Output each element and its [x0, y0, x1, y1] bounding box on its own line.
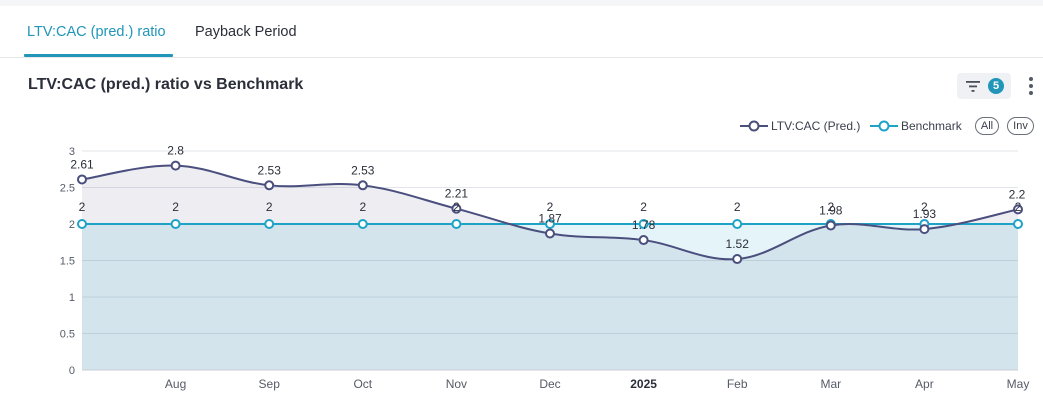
benchmark-point: [451, 219, 462, 229]
y-tick-label: 2: [69, 219, 75, 231]
ltv-cac-data-label: 2.61: [70, 157, 94, 171]
more-vertical-icon[interactable]: [1025, 76, 1037, 98]
ltv-cac-data-label: 2.21: [445, 187, 469, 201]
ltv-cac-data-label: 1.98: [819, 203, 843, 217]
legend-item-benchmark[interactable]: Benchmark: [870, 114, 970, 138]
y-tick-label: 1: [69, 292, 75, 304]
x-tick-label: Oct: [353, 377, 372, 391]
x-tick-label: Nov: [446, 377, 467, 391]
ltv-cac-data-label: 1.87: [538, 211, 562, 225]
legend-label-benchmark: Benchmark: [901, 119, 962, 133]
benchmark-area: [82, 224, 1018, 370]
x-tick-label: Sep: [259, 377, 281, 391]
x-tick-label: Apr: [915, 377, 934, 391]
ltv-cac-point: [451, 203, 462, 214]
ltv-cac-point: [825, 220, 836, 231]
chart-card: LTV:CAC (pred.) ratio Payback Period: [0, 6, 1043, 404]
y-tick-label: 2.5: [60, 183, 75, 195]
benchmark-data-label: 2: [640, 200, 647, 214]
x-tick-label: Dec: [539, 377, 560, 391]
y-tick-label: 0: [69, 365, 75, 377]
legend-label-ltv-cac: LTV:CAC (Pred.): [771, 119, 861, 133]
ltv-cac-data-label: 1.78: [632, 218, 656, 232]
ltv-cac-point: [1013, 204, 1023, 215]
benchmark-data-label: 2: [1015, 200, 1022, 214]
filter-button[interactable]: 5: [957, 73, 1011, 99]
x-tick-label: Feb: [727, 377, 748, 391]
ltv-cac-data-label: 2.53: [258, 163, 282, 177]
legend-item-ltv-cac[interactable]: LTV:CAC (Pred.): [740, 114, 862, 138]
ltv-cac-point: [77, 174, 87, 185]
benchmark-point: [545, 219, 555, 229]
ltv-cac-point: [638, 235, 649, 246]
x-tick-label: 2025: [630, 377, 657, 391]
legend-inv-button[interactable]: Inv: [1007, 117, 1034, 135]
x-tick-label: May: [1007, 377, 1030, 391]
benchmark-point: [357, 219, 368, 229]
ltv-cac-data-label: 1.52: [726, 237, 750, 251]
benchmark-data-label: 2: [827, 200, 834, 214]
tab-ltv-cac-ratio[interactable]: LTV:CAC (pred.) ratio: [27, 24, 166, 40]
benchmark-data-label: 2: [547, 200, 554, 214]
ltv-cac-data-label: 2.2: [1009, 187, 1026, 201]
ltv-cac-point: [264, 180, 275, 191]
tab-payback-period[interactable]: Payback Period: [195, 24, 297, 40]
legend-line-benchmark-icon: [870, 120, 898, 132]
benchmark-data-label: 2: [266, 200, 273, 214]
x-tick-label: Aug: [165, 377, 186, 391]
benchmark-data-label: 2: [734, 200, 741, 214]
chart-legend: LTV:CAC (Pred.) Benchmark All Inv: [740, 114, 1040, 138]
y-tick-label: 0.5: [60, 329, 75, 341]
legend-all-button[interactable]: All: [975, 117, 999, 135]
ltv-cac-point: [545, 228, 555, 239]
benchmark-data-label: 2: [172, 200, 179, 214]
benchmark-point: [638, 219, 649, 229]
filter-icon: [966, 81, 980, 92]
benchmark-data-label: 2: [453, 200, 460, 214]
tab-bar: LTV:CAC (pred.) ratio Payback Period: [0, 6, 1043, 58]
ltv-area: [82, 165, 1018, 370]
benchmark-point: [1013, 219, 1023, 229]
ltv-cac-point: [170, 160, 181, 171]
y-tick-label: 3: [69, 146, 75, 158]
benchmark-point: [170, 219, 181, 229]
benchmark-data-label: 2: [79, 200, 86, 214]
benchmark-data-label: 2: [921, 200, 928, 214]
benchmark-data-label: 2: [359, 200, 366, 214]
benchmark-point: [264, 219, 275, 229]
filter-count-badge: 5: [988, 78, 1004, 94]
ltv-cac-data-label: 2.8: [167, 144, 184, 158]
legend-line-ltv-icon: [740, 120, 768, 132]
x-tick-label: Mar: [820, 377, 841, 391]
ltv-cac-point: [732, 254, 743, 265]
ltv-cac-point: [357, 180, 368, 191]
benchmark-point: [77, 219, 87, 229]
ltv-cac-point: [919, 224, 930, 235]
y-tick-label: 1.5: [60, 256, 75, 268]
benchmark-point: [732, 219, 743, 229]
ltv-cac-data-label: 2.53: [351, 163, 375, 177]
active-tab-indicator: [24, 54, 173, 57]
chart-title: LTV:CAC (pred.) ratio vs Benchmark: [28, 76, 304, 93]
ltv-cac-data-label: 1.93: [913, 207, 937, 221]
